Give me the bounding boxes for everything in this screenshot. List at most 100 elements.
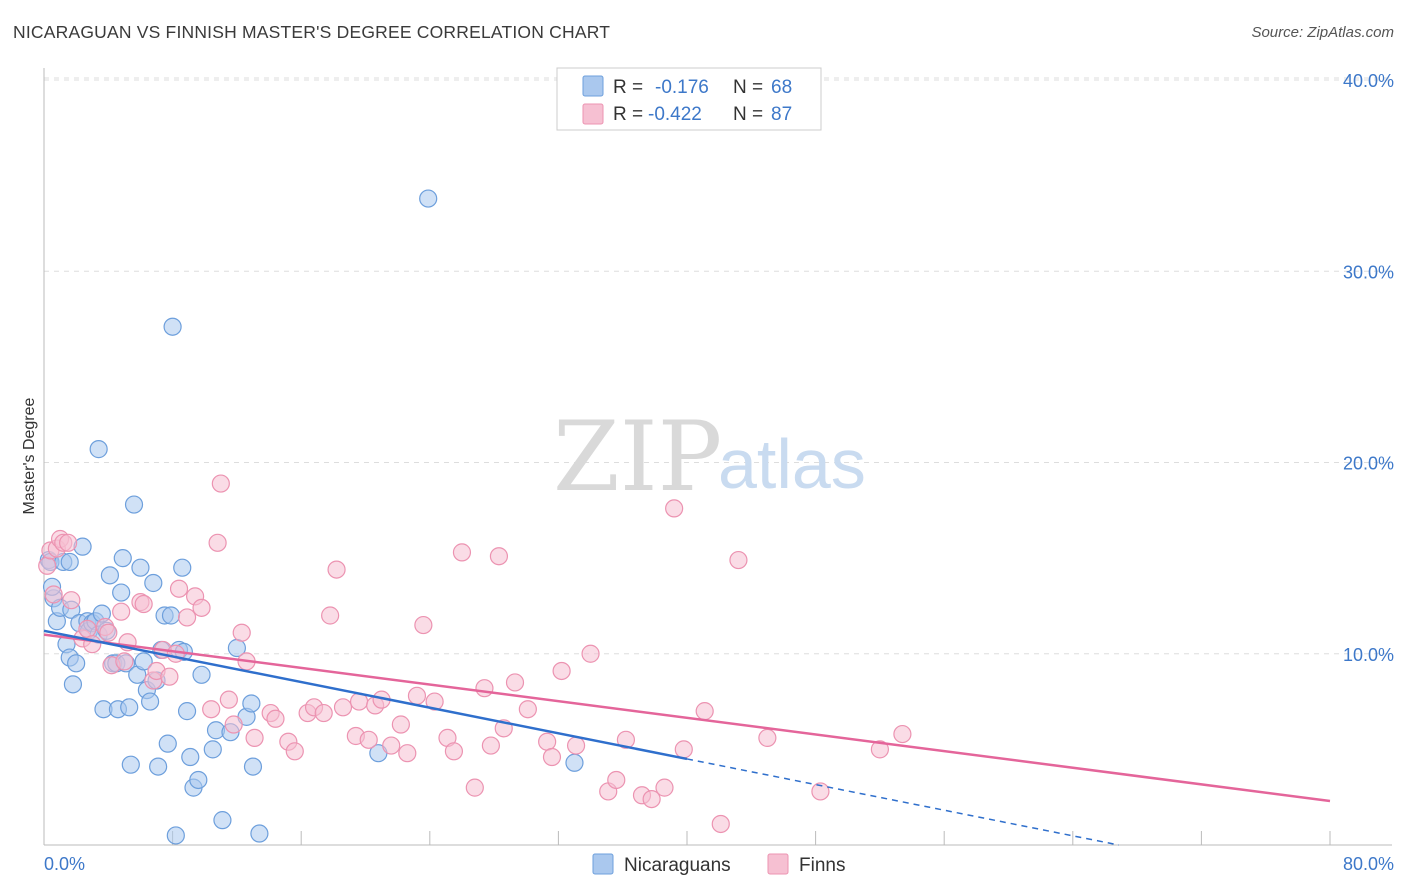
- nicaraguans-point: [144, 573, 163, 593]
- finns-point: [811, 782, 830, 801]
- nicaraguans-point: [131, 558, 150, 577]
- nicaraguans-point: [203, 740, 222, 759]
- finns-point: [266, 709, 285, 728]
- finns-point: [398, 744, 417, 763]
- finns-point: [224, 715, 243, 734]
- gridlines: [44, 77, 1392, 655]
- finns-point: [169, 579, 189, 598]
- finns-point: [245, 728, 264, 748]
- nicaraguans-point: [189, 770, 208, 790]
- nicaraguans-point: [250, 824, 269, 843]
- bottom-legend-finns: Finns: [799, 855, 845, 876]
- finns-point: [202, 700, 221, 719]
- nicaraguans-point: [100, 566, 120, 585]
- finns-point: [695, 702, 714, 721]
- x-tick-label-max: 80.0%: [1343, 854, 1394, 874]
- y-axis-tick-labels: 10.0% 20.0% 30.0% 40.0%: [1343, 71, 1394, 665]
- finns-point: [192, 598, 211, 617]
- bottom-legend-nicaraguans: Nicaraguans: [624, 855, 731, 876]
- finns-point: [333, 698, 353, 717]
- finns-point: [285, 742, 304, 761]
- finns-point: [321, 606, 340, 625]
- finns-point: [232, 623, 251, 642]
- nicaraguans-point: [173, 558, 192, 577]
- finns-point: [382, 736, 401, 755]
- nicaraguans-point: [60, 552, 79, 572]
- finns-point: [44, 585, 63, 604]
- watermark-atlas: atlas: [718, 425, 866, 503]
- finns-point: [177, 608, 197, 627]
- nicaraguans-point: [140, 692, 160, 711]
- finns-point: [655, 778, 674, 797]
- legend-n-value-nicaraguans: 68: [771, 77, 792, 98]
- finns-point: [134, 594, 153, 614]
- nicaraguans-point: [243, 757, 263, 776]
- finns-point: [166, 644, 185, 663]
- finns-point: [674, 740, 693, 759]
- nicaraguans-trend-extension: [686, 758, 1120, 846]
- finns-point: [327, 560, 346, 579]
- finns-point: [452, 543, 472, 562]
- finns-point: [518, 700, 537, 719]
- legend-swatch-finns: [582, 103, 604, 125]
- legend-r-label-finns: R =: [613, 104, 643, 125]
- nicaraguans-point: [121, 755, 140, 774]
- finns-point: [542, 747, 562, 767]
- nicaraguans-point: [120, 698, 139, 717]
- finns-point: [711, 814, 730, 834]
- nicaraguans-point: [63, 675, 83, 694]
- finns-point: [505, 673, 525, 692]
- finns-point: [566, 736, 586, 755]
- finns-point: [160, 667, 179, 686]
- legend-swatch-nicaraguans: [582, 75, 604, 97]
- finns-trend-line: [43, 633, 1331, 803]
- y-tick-label: 30.0%: [1343, 262, 1394, 282]
- nicaraguans-point: [565, 753, 584, 772]
- finns-point: [219, 690, 238, 709]
- finns-point: [616, 730, 636, 749]
- nicaraguans-point: [113, 549, 132, 568]
- nicaraguans-point: [192, 665, 211, 684]
- x-tick-label-min: 0.0%: [44, 854, 85, 874]
- finns-point: [465, 778, 484, 797]
- legend-n-value-finns: 87: [771, 104, 792, 125]
- finns-point: [115, 652, 134, 671]
- finns-point: [444, 742, 464, 761]
- finns-point: [59, 533, 78, 552]
- chart-source: Source: ZipAtlas.com: [1251, 24, 1394, 41]
- finns-point: [414, 615, 433, 635]
- y-tick-label: 40.0%: [1343, 71, 1394, 91]
- finns-point: [581, 644, 600, 663]
- nicaraguans-point: [149, 757, 168, 776]
- finns-point: [78, 619, 97, 638]
- finns-point: [538, 732, 557, 751]
- legend-r-value-finns: -0.422: [648, 104, 702, 125]
- finns-point: [314, 703, 333, 723]
- finns-point: [665, 499, 684, 518]
- nicaraguans-point: [213, 811, 232, 830]
- finns-point: [112, 602, 131, 621]
- finns-point: [729, 550, 748, 570]
- nicaraguans-points: [39, 189, 584, 845]
- nicaraguans-point: [89, 440, 108, 459]
- trend-lines: [43, 629, 1331, 846]
- finns-point: [99, 623, 118, 642]
- finns-point: [211, 474, 230, 493]
- finns-point: [489, 547, 509, 566]
- finns-point: [425, 692, 444, 711]
- nicaraguans-point: [177, 702, 197, 721]
- y-tick-label: 10.0%: [1343, 645, 1394, 665]
- finns-point: [607, 770, 626, 790]
- nicaraguans-point: [161, 606, 181, 625]
- nicaraguans-point: [242, 694, 261, 713]
- finns-point: [62, 591, 81, 610]
- watermark-zip: ZIP: [553, 401, 722, 513]
- nicaraguans-point: [67, 654, 86, 673]
- legend-n-label-finns: N =: [733, 104, 763, 125]
- finns-point: [870, 740, 890, 759]
- finns-point: [552, 661, 571, 681]
- finns-point: [391, 715, 410, 734]
- finns-point: [481, 736, 500, 755]
- legend-r-label-nicaraguans: R =: [613, 77, 643, 98]
